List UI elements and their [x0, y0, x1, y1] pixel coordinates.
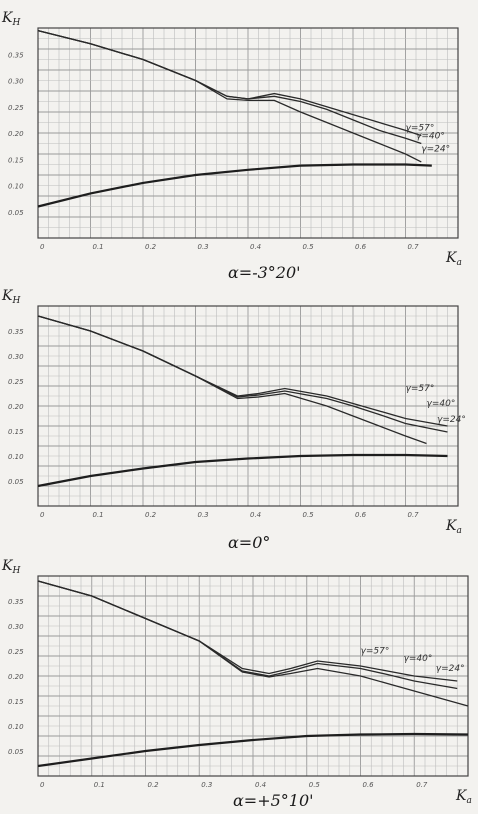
x-tick-label: 0.3 — [201, 781, 212, 789]
y-axis-label: KH — [1, 10, 20, 28]
y-axis-label-sub: H — [11, 566, 20, 576]
x-axis-label-sub: a — [456, 526, 461, 536]
grid — [37, 305, 459, 507]
x-tick-label: 0.3 — [198, 243, 209, 251]
series-line-3 — [37, 315, 427, 445]
series-line-4 — [37, 453, 448, 488]
plot-frame — [37, 305, 459, 507]
series-line-3 — [37, 580, 469, 707]
y-tick-label: 0.15 — [8, 156, 24, 164]
x-tick-label: 0.1 — [94, 781, 105, 789]
series-line-2 — [37, 29, 422, 145]
x-axis-label: Ka — [445, 250, 462, 268]
x-tick-label: 0.1 — [93, 511, 104, 519]
x-tick-label: 0.6 — [355, 511, 367, 519]
series-label: γ=57° — [361, 647, 390, 657]
y-tick-label: 0.30 — [8, 353, 24, 361]
series-label: γ=57° — [406, 123, 435, 133]
x-tick-label: 0.7 — [416, 781, 428, 789]
chart-caption: α=-3°20' — [228, 263, 301, 282]
x-axis-label: Ka — [445, 518, 462, 536]
series-label: γ=40° — [416, 131, 445, 141]
y-tick-label: 0.10 — [8, 723, 24, 731]
y-tick-label: 0.35 — [8, 598, 24, 606]
series-line-2 — [37, 315, 448, 433]
chart-caption: α=+5°10' — [233, 791, 314, 810]
y-axis-label: KH — [1, 288, 20, 306]
x-axis-label: Ka — [455, 788, 472, 806]
x-tick-label: 0.6 — [355, 243, 367, 251]
y-tick-label: 0.25 — [8, 648, 24, 656]
grid — [37, 575, 469, 777]
x-tick-label: 0 — [40, 781, 45, 789]
y-tick-label: 0.20 — [8, 130, 24, 138]
series-line-4 — [37, 163, 432, 208]
x-tick-label: 0.4 — [250, 243, 261, 251]
x-tick-label: 0.5 — [309, 781, 321, 789]
x-tick-label: 0.6 — [363, 781, 375, 789]
y-tick-label: 0.05 — [8, 209, 24, 217]
x-axis-label-sub: a — [456, 258, 461, 268]
x-tick-label: 0.7 — [408, 511, 420, 519]
chart-panel-1: 0 0.1 0.2 0.3 0.4 0.5 0.6 0.7 0.05 0.10 0.15 0.20 0.… — [1, 10, 462, 282]
y-tick-label: 0.30 — [8, 623, 24, 631]
y-axis-label-sub: H — [11, 18, 20, 28]
x-tick-label: 0.4 — [250, 511, 261, 519]
x-tick-label: 0.2 — [145, 511, 157, 519]
y-tick-label: 0.15 — [8, 698, 24, 706]
y-tick-label: 0.35 — [8, 328, 24, 336]
x-tick-label: 0.4 — [255, 781, 266, 789]
x-axis-label-sub: a — [466, 796, 471, 806]
chart-panel-3: 0 0.1 0.2 0.3 0.4 0.5 0.6 0.7 0.05 0.10 0.15 0.20 0.… — [1, 558, 472, 810]
y-tick-label: 0.25 — [8, 104, 24, 112]
series-label: γ=57° — [406, 384, 435, 394]
series-line-1 — [37, 29, 422, 137]
y-tick-label: 0.20 — [8, 403, 24, 411]
x-tick-label: 0.3 — [198, 511, 209, 519]
y-tick-label: 0.30 — [8, 78, 24, 86]
y-tick-label: 0.15 — [8, 428, 24, 436]
series-line-4 — [37, 732, 469, 768]
y-tick-label: 0.35 — [8, 51, 24, 59]
x-tick-label: 0.2 — [148, 781, 160, 789]
y-tick-label: 0.10 — [8, 453, 24, 461]
plot-frame — [37, 27, 459, 239]
y-tick-label: 0.05 — [8, 748, 24, 756]
y-axis-label: KH — [1, 558, 20, 576]
y-tick-label: 0.20 — [8, 673, 24, 681]
series-line-1 — [37, 315, 448, 427]
x-tick-label: 0.5 — [303, 511, 315, 519]
x-tick-label: 0.1 — [93, 243, 104, 251]
plot-frame — [37, 575, 469, 777]
chart-caption: α=0° — [228, 533, 270, 552]
series-label: γ=40° — [404, 654, 433, 664]
x-tick-label: 0 — [40, 243, 45, 251]
y-tick-label: 0.05 — [8, 478, 24, 486]
x-tick-label: 0 — [40, 511, 45, 519]
x-tick-label: 0.7 — [408, 243, 420, 251]
series-line-3 — [37, 29, 422, 163]
series-label: γ=40° — [427, 399, 456, 409]
y-tick-label: 0.25 — [8, 378, 24, 386]
y-axis-label-sub: H — [11, 296, 20, 306]
chart-panel-2: 0 0.1 0.2 0.3 0.4 0.5 0.6 0.7 0.05 0.10 0.15 0.20 0.… — [1, 288, 466, 552]
grid — [37, 27, 459, 239]
x-tick-label: 0.5 — [303, 243, 315, 251]
series-label: γ=24° — [437, 415, 466, 425]
y-tick-label: 0.10 — [8, 183, 24, 191]
series-label: γ=24° — [436, 664, 465, 674]
series-label: γ=24° — [421, 144, 450, 154]
x-tick-label: 0.2 — [145, 243, 157, 251]
